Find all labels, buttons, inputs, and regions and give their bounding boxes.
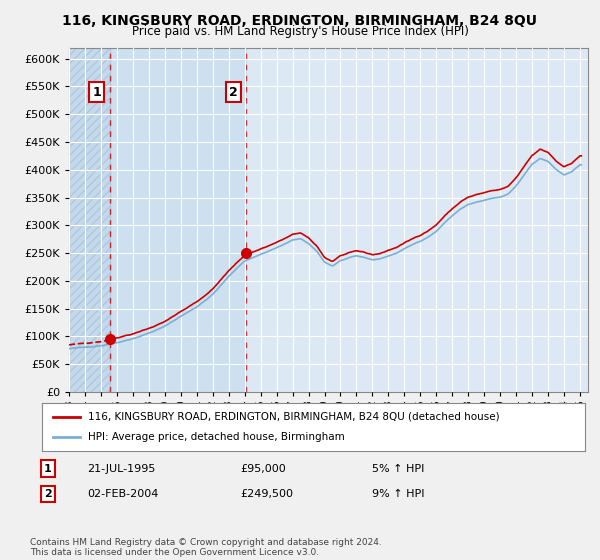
Text: £249,500: £249,500 [240,489,293,499]
Text: 02-FEB-2004: 02-FEB-2004 [87,489,158,499]
Text: 5% ↑ HPI: 5% ↑ HPI [372,464,424,474]
Text: 116, KINGSBURY ROAD, ERDINGTON, BIRMINGHAM, B24 8QU (detached house): 116, KINGSBURY ROAD, ERDINGTON, BIRMINGH… [88,412,500,422]
Text: 116, KINGSBURY ROAD, ERDINGTON, BIRMINGHAM, B24 8QU: 116, KINGSBURY ROAD, ERDINGTON, BIRMINGH… [62,14,538,28]
Text: 9% ↑ HPI: 9% ↑ HPI [372,489,425,499]
Text: Price paid vs. HM Land Registry's House Price Index (HPI): Price paid vs. HM Land Registry's House … [131,25,469,38]
Text: 1: 1 [44,464,52,474]
Text: 21-JUL-1995: 21-JUL-1995 [87,464,155,474]
Text: HPI: Average price, detached house, Birmingham: HPI: Average price, detached house, Birm… [88,432,345,442]
Text: £95,000: £95,000 [240,464,286,474]
Text: Contains HM Land Registry data © Crown copyright and database right 2024.
This d: Contains HM Land Registry data © Crown c… [30,538,382,557]
Text: 2: 2 [229,86,238,99]
Text: 2: 2 [44,489,52,499]
Text: 1: 1 [92,86,101,99]
